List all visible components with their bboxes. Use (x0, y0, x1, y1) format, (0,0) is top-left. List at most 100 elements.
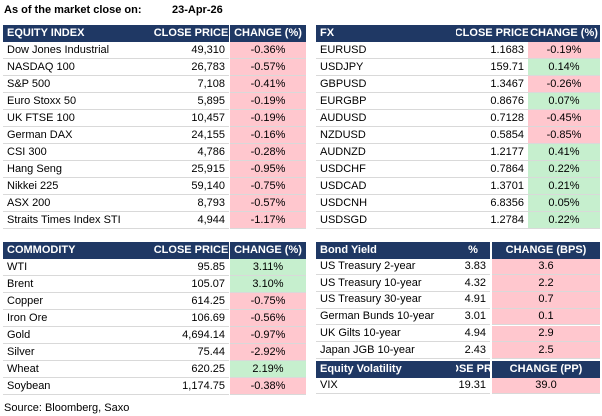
column-header: CLOSE PRICE (153, 25, 229, 42)
close-value: 620.25 (153, 361, 229, 378)
row-label: AUDUSD (316, 110, 456, 127)
close-value: 95.85 (153, 259, 229, 276)
source: Source: Bloomberg, Saxo (4, 402, 130, 414)
close-value: 19.31 (456, 378, 490, 394)
close-value: 4.94 (456, 326, 490, 343)
row-label: German Bunds 10-year (316, 309, 456, 326)
close-value: 5,895 (153, 93, 229, 110)
column-header: FX (316, 25, 456, 42)
change-value: 0.07% (528, 93, 600, 110)
change-value: 39.0 (492, 377, 600, 394)
close-value: 1.2784 (456, 212, 528, 229)
close-value: 1.2177 (456, 144, 528, 161)
close-value: 4.32 (456, 275, 490, 293)
change-value: 3.10% (230, 276, 306, 293)
title: As of the market close on: (4, 4, 142, 16)
change-value: 0.41% (528, 144, 600, 161)
close-value: 159.71 (456, 59, 528, 76)
change-value: -0.57% (230, 59, 306, 76)
row-label: Gold (3, 327, 153, 344)
column-header: CHANGE (PP) (492, 361, 600, 378)
row-label: US Treasury 30-year (316, 292, 456, 309)
change-value: -0.19% (528, 42, 600, 59)
column-header: CHANGE (%) (230, 242, 306, 259)
row-label: USDSGD (316, 212, 456, 229)
row-label: Euro Stoxx 50 (3, 93, 153, 110)
close-value: 10,457 (153, 110, 229, 127)
change-value: 2.2 (492, 275, 600, 293)
close-value: 6.8356 (456, 195, 528, 212)
row-label: UK FTSE 100 (3, 110, 153, 127)
row-label: German DAX (3, 127, 153, 144)
close-value: 26,783 (153, 59, 229, 76)
change-value: 0.22% (528, 212, 600, 229)
close-value: 106.69 (153, 310, 229, 327)
row-label: Soybean (3, 378, 153, 395)
row-label: USDCHF (316, 161, 456, 178)
column-header: CHANGE (%) (230, 25, 306, 42)
row-label: USDCAD (316, 178, 456, 195)
column-header: EQUITY INDEX (3, 25, 153, 42)
change-value: -0.19% (230, 93, 306, 110)
change-value: 3.6 (492, 258, 600, 276)
row-label: UK Gilts 10-year (316, 326, 456, 343)
close-value: 49,310 (153, 42, 229, 59)
change-value: 0.22% (528, 161, 600, 178)
column-header: Equity Volatility (316, 361, 456, 378)
column-header: CLOSE PRICE (456, 361, 490, 378)
change-value: -0.85% (528, 127, 600, 144)
row-label: Brent (3, 276, 153, 293)
change-value: 2.19% (230, 361, 306, 378)
row-label: EURUSD (316, 42, 456, 59)
row-label: Wheat (3, 361, 153, 378)
column-header: COMMODITY (3, 242, 153, 259)
close-value: 3.01 (456, 309, 490, 326)
close-value: 0.5854 (456, 127, 528, 144)
change-value: 2.9 (492, 325, 600, 343)
close-value: 0.7864 (456, 161, 528, 178)
change-value: -2.92% (230, 344, 306, 361)
row-label: CSI 300 (3, 144, 153, 161)
close-value: 2.43 (456, 342, 490, 359)
row-label: USDJPY (316, 59, 456, 76)
change-value: -0.16% (230, 127, 306, 144)
row-label: Copper (3, 293, 153, 310)
change-value: -0.26% (528, 76, 600, 93)
change-value: -0.56% (230, 310, 306, 327)
change-value: -0.36% (230, 42, 306, 59)
close-value: 105.07 (153, 276, 229, 293)
column-header: % (456, 242, 490, 259)
column-header: CLOSE PRICE (456, 25, 528, 42)
change-value: -1.17% (230, 212, 306, 229)
close-value: 614.25 (153, 293, 229, 310)
row-label: VIX (316, 378, 456, 394)
close-value: 25,915 (153, 161, 229, 178)
close-value: 4.91 (456, 292, 490, 309)
row-label: US Treasury 2-year (316, 259, 456, 276)
row-label: US Treasury 10-year (316, 275, 456, 293)
date: 23-Apr-26 (172, 4, 223, 16)
row-label: Nikkei 225 (3, 178, 153, 195)
row-label: Hang Seng (3, 161, 153, 178)
change-value: -0.95% (230, 161, 306, 178)
close-value: 7,108 (153, 76, 229, 93)
close-value: 1.3467 (456, 76, 528, 93)
row-label: NASDAQ 100 (3, 59, 153, 76)
row-label: WTI (3, 259, 153, 276)
row-label: NZDUSD (316, 127, 456, 144)
change-value: -0.28% (230, 144, 306, 161)
close-value: 4,786 (153, 144, 229, 161)
row-label: Silver (3, 344, 153, 361)
change-value: 2.5 (492, 342, 600, 359)
close-value: 0.8676 (456, 93, 528, 110)
row-label: ASX 200 (3, 195, 153, 212)
row-label: GBPUSD (316, 76, 456, 93)
close-value: 8,793 (153, 195, 229, 212)
change-value: 0.1 (492, 308, 600, 326)
close-value: 24,155 (153, 127, 229, 144)
close-value: 0.7128 (456, 110, 528, 127)
close-value: 1.1683 (456, 42, 528, 59)
column-header: CHANGE (%) (528, 25, 600, 42)
close-value: 1,174.75 (153, 378, 229, 395)
